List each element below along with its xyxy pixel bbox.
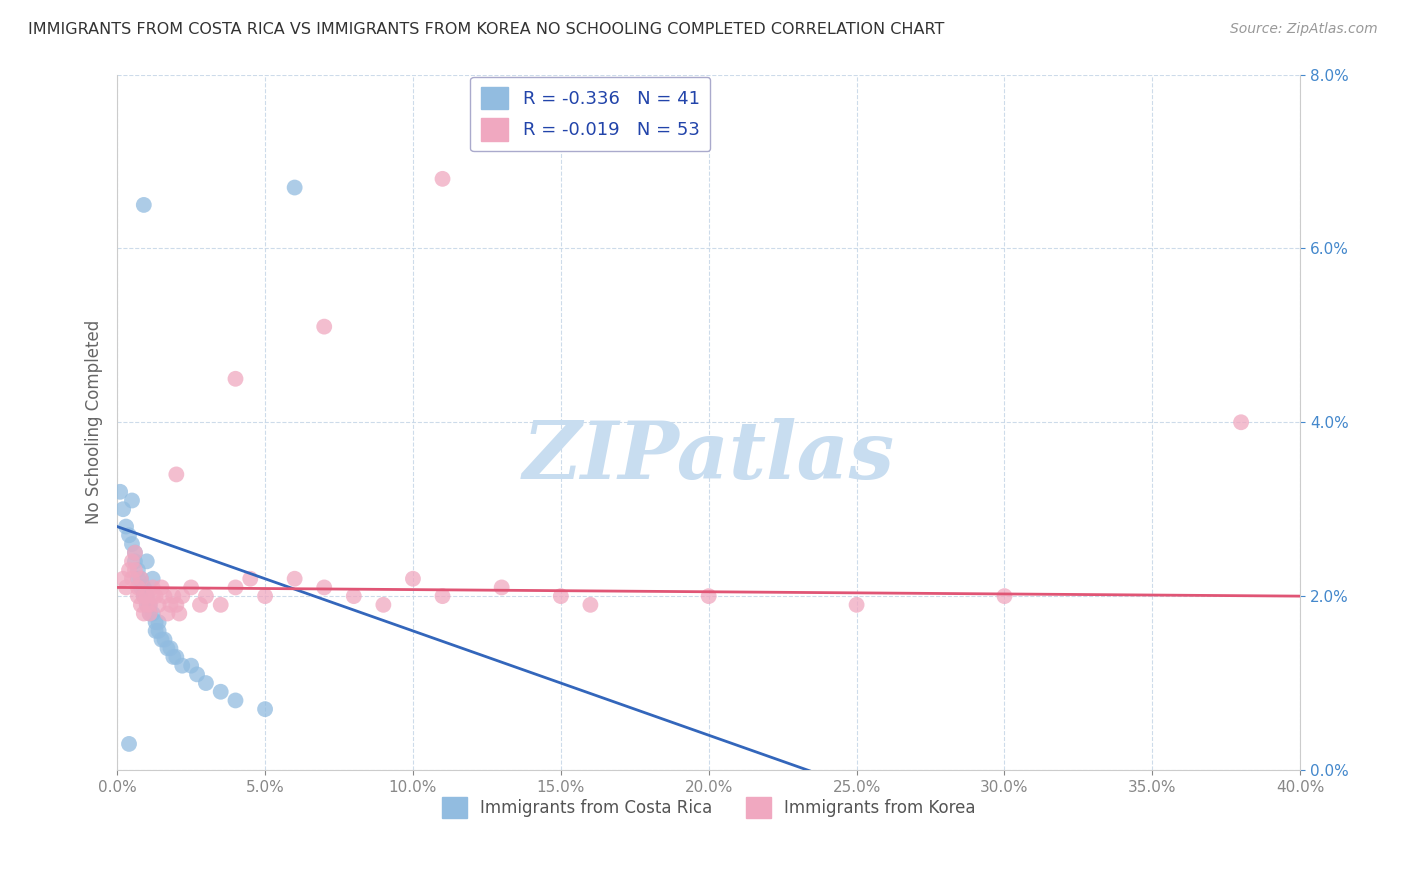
Point <box>135 598 157 612</box>
Point <box>118 737 141 751</box>
Point <box>186 667 208 681</box>
Point <box>132 589 155 603</box>
Legend: Immigrants from Costa Rica, Immigrants from Korea: Immigrants from Costa Rica, Immigrants f… <box>436 790 983 824</box>
Point <box>135 589 157 603</box>
Point <box>142 607 165 621</box>
Point <box>209 685 232 699</box>
Point <box>112 572 135 586</box>
Point <box>142 589 165 603</box>
Point <box>159 641 181 656</box>
Point <box>254 702 277 716</box>
Point <box>1230 415 1253 429</box>
Point <box>165 467 187 482</box>
Point <box>127 581 149 595</box>
Point <box>127 572 149 586</box>
Point <box>194 589 217 603</box>
Point <box>118 563 141 577</box>
Text: Source: ZipAtlas.com: Source: ZipAtlas.com <box>1230 22 1378 37</box>
Point <box>132 581 155 595</box>
Point <box>254 589 277 603</box>
Point <box>148 615 170 630</box>
Point <box>165 598 187 612</box>
Point <box>145 589 167 603</box>
Point <box>121 572 143 586</box>
Point <box>239 572 262 586</box>
Point <box>550 589 572 603</box>
Point <box>135 598 157 612</box>
Point <box>180 581 202 595</box>
Point <box>145 615 167 630</box>
Point <box>156 607 179 621</box>
Point <box>129 581 152 595</box>
Point <box>148 624 170 638</box>
Point <box>118 528 141 542</box>
Point <box>124 546 146 560</box>
Point <box>129 572 152 586</box>
Point <box>138 607 160 621</box>
Point <box>153 589 176 603</box>
Point <box>135 554 157 568</box>
Point <box>697 589 720 603</box>
Point <box>132 198 155 212</box>
Point <box>169 607 191 621</box>
Point <box>224 581 246 595</box>
Point <box>108 484 131 499</box>
Point <box>156 641 179 656</box>
Point <box>209 598 232 612</box>
Point <box>284 180 307 194</box>
Point <box>373 598 395 612</box>
Point <box>124 554 146 568</box>
Point <box>121 554 143 568</box>
Point <box>138 607 160 621</box>
Point <box>124 563 146 577</box>
Point <box>432 171 454 186</box>
Point <box>491 581 513 595</box>
Point <box>129 598 152 612</box>
Point <box>172 589 194 603</box>
Point <box>343 589 366 603</box>
Point <box>115 581 138 595</box>
Point <box>124 546 146 560</box>
Y-axis label: No Schooling Completed: No Schooling Completed <box>86 320 103 524</box>
Point <box>129 572 152 586</box>
Point <box>153 632 176 647</box>
Point <box>159 598 181 612</box>
Point <box>121 493 143 508</box>
Point <box>224 372 246 386</box>
Point <box>142 572 165 586</box>
Point <box>148 598 170 612</box>
Point <box>112 502 135 516</box>
Point <box>314 581 336 595</box>
Point <box>402 572 425 586</box>
Point <box>115 519 138 533</box>
Point <box>138 598 160 612</box>
Point <box>162 650 184 665</box>
Point <box>150 581 173 595</box>
Point <box>132 607 155 621</box>
Point <box>188 598 211 612</box>
Point <box>132 589 155 603</box>
Point <box>150 632 173 647</box>
Point <box>135 589 157 603</box>
Point <box>224 693 246 707</box>
Point <box>579 598 602 612</box>
Point <box>127 589 149 603</box>
Point <box>194 676 217 690</box>
Point <box>993 589 1015 603</box>
Point <box>127 563 149 577</box>
Point <box>172 658 194 673</box>
Point <box>162 589 184 603</box>
Point <box>138 598 160 612</box>
Point <box>845 598 868 612</box>
Point <box>314 319 336 334</box>
Point <box>121 537 143 551</box>
Point <box>284 572 307 586</box>
Point <box>145 624 167 638</box>
Point <box>165 650 187 665</box>
Point <box>432 589 454 603</box>
Point <box>142 581 165 595</box>
Point <box>180 658 202 673</box>
Text: ZIPatlas: ZIPatlas <box>523 418 894 496</box>
Text: IMMIGRANTS FROM COSTA RICA VS IMMIGRANTS FROM KOREA NO SCHOOLING COMPLETED CORRE: IMMIGRANTS FROM COSTA RICA VS IMMIGRANTS… <box>28 22 945 37</box>
